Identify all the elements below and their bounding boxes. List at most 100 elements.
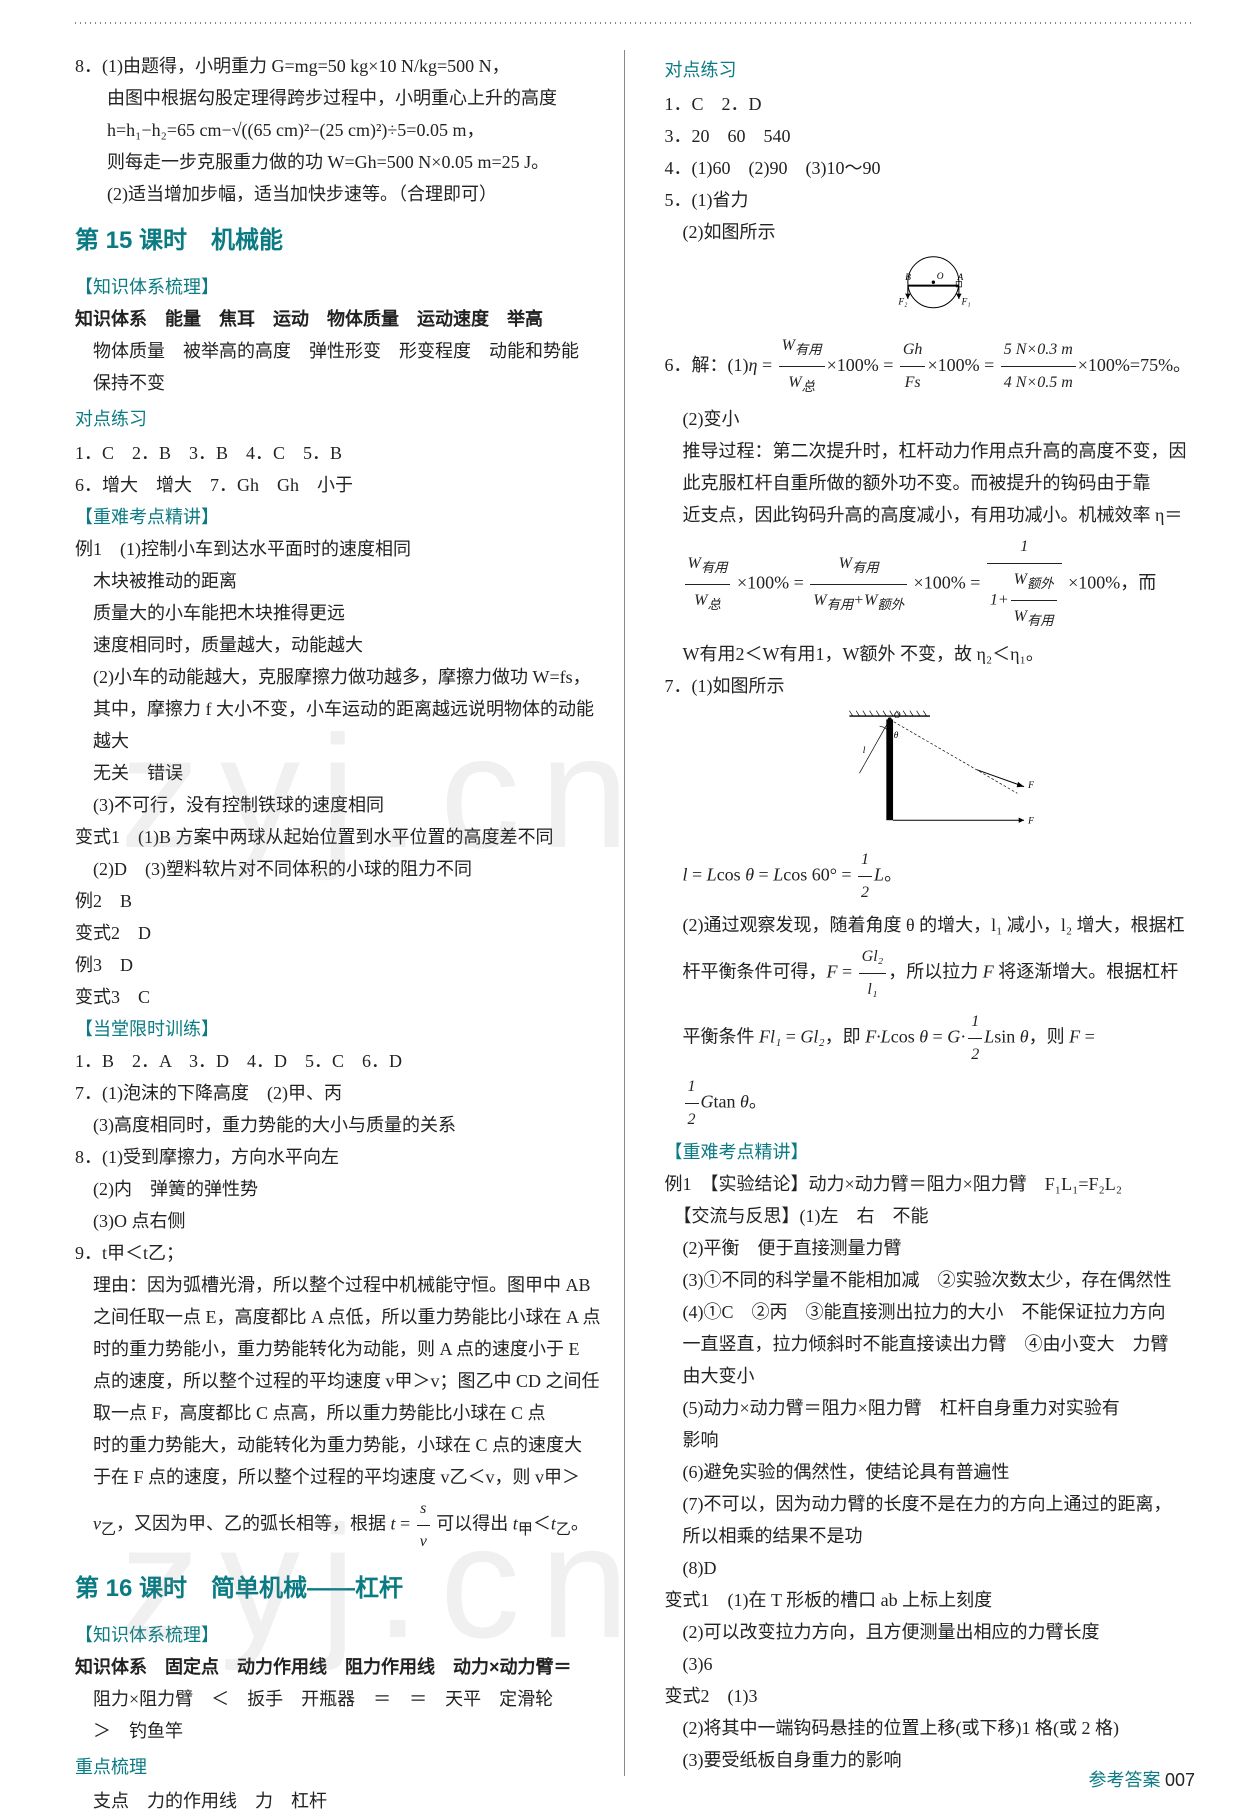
left-column: 8．(1)由题得，小明重力 G=mg=50 kg×10 N/kg=500 N， … <box>75 50 625 1776</box>
body-text: 影响 <box>665 1424 1196 1456</box>
body-text: 例2 B <box>75 885 606 917</box>
lever-diagram: O θ F l F <box>750 706 1110 840</box>
svg-text:F₂: F₂ <box>897 297 908 307</box>
body-text: 变式1 (1)B 方案中两球从起始位置到水平位置的高度差不同 <box>75 821 606 853</box>
top-dotted-rule <box>75 22 1195 24</box>
body-text: 物体质量 被举高的高度 弹性形变 形变程度 动能和势能 <box>75 335 606 367</box>
body-text: (7)不可以，因为动力臂的长度不是在力的方向上通过的距离， <box>665 1488 1196 1520</box>
body-text: 取一点 F，高度都比 C 点高，所以重力势能比小球在 C 点 <box>75 1397 606 1429</box>
section-heading: 【当堂限时训练】 <box>75 1013 606 1045</box>
body-text: (5)动力×动力臂＝阻力×阻力臂 杠杆自身重力对实验有 <box>665 1392 1196 1424</box>
body-text: 6．解：(1)η = W有用W总×100% = GhFs×100% = 5 N×… <box>665 330 1196 403</box>
section-heading: 【知识体系梳理】 <box>75 271 606 303</box>
body-text: 例3 D <box>75 949 606 981</box>
body-text: 近支点，因此钩码升高的高度减小，有用功减小。机械效率 η＝ <box>665 499 1196 531</box>
body-text: (2)变小 <box>665 403 1196 435</box>
body-text: 越大 <box>75 725 606 757</box>
body-text: W有用2＜W有用1，W额外 不变，故 η₂＜η₁。 <box>665 638 1196 670</box>
body-text: (3)O 点右侧 <box>75 1205 606 1237</box>
body-text: 平衡条件 Fl₁ = Gl₂，即 F·Lcos θ = G·12Lsin θ，则… <box>665 1006 1196 1071</box>
body-text: (6)避免实验的偶然性，使结论具有普遍性 <box>665 1456 1196 1488</box>
body-text: ＞ 钓鱼竿 <box>75 1715 606 1747</box>
body-text: 之间任取一点 E，高度都比 A 点低，所以重力势能比小球在 A 点 <box>75 1301 606 1333</box>
body-text: 杆平衡条件可得，F = Gl₂l₁，所以拉力 F 将逐渐增大。根据杠杆 <box>665 941 1196 1006</box>
lesson-heading: 第 16 课时 简单机械——杠杆 <box>75 1568 606 1603</box>
body-text: 点的速度，所以整个过程的平均速度 v甲＞v；图乙中 CD 之间任 <box>75 1365 606 1397</box>
body-text: (2)通过观察发现，随着角度 θ 的增大，l₁ 减小，l₂ 增大，根据杠 <box>665 909 1196 941</box>
body-text: (3)①不同的科学量不能相加减 ②实验次数太少，存在偶然性 <box>665 1264 1196 1296</box>
body-text: 此克服杠杆自重所做的额外功不变。而被提升的钩码由于靠 <box>665 467 1196 499</box>
body-text: (2)D (3)塑料软片对不同体积的小球的阻力不同 <box>75 853 606 885</box>
body-text: (3)不可行，没有控制铁球的速度相同 <box>75 789 606 821</box>
body-text: (4)①C ②丙 ③能直接测出拉力的大小 不能保证拉力方向 <box>665 1296 1196 1328</box>
body-text: 保持不变 <box>75 367 606 399</box>
body-text: (3)高度相同时，重力势能的大小与质量的关系 <box>75 1109 606 1141</box>
body-text: l = Lcos θ = Lcos 60° = 12L。 <box>665 844 1196 909</box>
body-text: 阻力×阻力臂 ＜ 扳手 开瓶器 ＝ ＝ 天平 定滑轮 <box>75 1683 606 1715</box>
body-text: 支点 力的作用线 力 杠杆 <box>75 1785 606 1817</box>
page-footer: 参考答案 007 <box>1088 1766 1195 1792</box>
answers: 5．(1)省力 <box>665 184 1196 216</box>
section-heading: 【重难考点精讲】 <box>665 1136 1196 1168</box>
body-text: (2)可以改变拉力方向，且方便测量出相应的力臂长度 <box>665 1616 1196 1648</box>
section-heading: 【重难考点精讲】 <box>75 501 606 533</box>
svg-text:O: O <box>893 711 900 721</box>
body-text: (2)小车的动能越大，克服摩擦力做功越多，摩擦力做功 W=fs， <box>75 661 606 693</box>
subsection-heading: 重点梳理 <box>75 1751 606 1783</box>
body-text: 则每走一步克服重力做的功 W=Gh=500 N×0.05 m=25 J。 <box>75 146 606 178</box>
subsection-heading: 对点练习 <box>665 54 1196 86</box>
body-text: (2)将其中一端钩码悬挂的位置上移(或下移)1 格(或 2 格) <box>665 1712 1196 1744</box>
answers: 3．20 60 540 <box>665 120 1196 152</box>
section-heading: 【知识体系梳理】 <box>75 1619 606 1651</box>
body-text: 【交流与反思】(1)左 右 不能 <box>665 1200 1196 1232</box>
body-text: 变式2 D <box>75 917 606 949</box>
answers: 6．增大 增大 7．Gh Gh 小于 <box>75 469 606 501</box>
pulley-diagram: O F₂ F₁ B A <box>855 252 1005 326</box>
body-text: 例1 【实验结论】动力×动力臂＝阻力×阻力臂 F₁L₁=F₂L₂ <box>665 1168 1196 1200</box>
body-text: (2)平衡 便于直接测量力臂 <box>665 1232 1196 1264</box>
body-text: 变式1 (1)在 T 形板的槽口 ab 上标上刻度 <box>665 1584 1196 1616</box>
answers: 4．(1)60 (2)90 (3)10～90 <box>665 152 1196 184</box>
svg-text:l: l <box>863 746 866 756</box>
svg-text:O: O <box>936 272 943 282</box>
body-text: 12Gtan θ。 <box>665 1071 1196 1136</box>
body-text: 变式2 (1)3 <box>665 1680 1196 1712</box>
right-column: 对点练习 1．C 2．D 3．20 60 540 4．(1)60 (2)90 (… <box>655 50 1196 1776</box>
body-text: 无关 错误 <box>75 757 606 789</box>
footer-label: 参考答案 <box>1088 1770 1160 1790</box>
lesson-heading: 第 15 课时 机械能 <box>75 220 606 255</box>
body-text: 时的重力势能大，动能转化为重力势能，小球在 C 点的速度大 <box>75 1429 606 1461</box>
svg-text:F: F <box>1027 816 1034 826</box>
body-text: 由图中根据勾股定理得跨步过程中，小明重心上升的高度 <box>75 82 606 114</box>
svg-text:F₁: F₁ <box>960 297 970 307</box>
body-text: 由大变小 <box>665 1360 1196 1392</box>
body-text: 一直竖直，拉力倾斜时不能直接读出力臂 ④由小变大 力臂 <box>665 1328 1196 1360</box>
body-text: W有用W总 ×100% = W有用W有用+W额外 ×100% = 11+W额外W… <box>665 531 1196 637</box>
body-text: 8．(1)受到摩擦力，方向水平向左 <box>75 1141 606 1173</box>
body-text: h=h₁−h₂=65 cm−√((65 cm)²−(25 cm)²)÷5=0.0… <box>75 114 606 146</box>
subsection-heading: 对点练习 <box>75 403 606 435</box>
answers: (2)如图所示 <box>665 216 1196 248</box>
body-text: 推导过程：第二次提升时，杠杆动力作用点升高的高度不变，因 <box>665 435 1196 467</box>
svg-text:θ: θ <box>893 731 898 741</box>
body-text: 变式3 C <box>75 981 606 1013</box>
answers: 1．C 2．D <box>665 88 1196 120</box>
svg-text:B: B <box>905 273 911 283</box>
body-text: (2)内 弹簧的弹性势 <box>75 1173 606 1205</box>
body-text: 质量大的小车能把木块推得更远 <box>75 597 606 629</box>
body-text: 理由：因为弧槽光滑，所以整个过程中机械能守恒。图甲中 AB <box>75 1269 606 1301</box>
body-text: 例1 (1)控制小车到达水平面时的速度相同 <box>75 533 606 565</box>
body-text: 知识体系 固定点 动力作用线 阻力作用线 动力×动力臂＝ <box>75 1651 606 1683</box>
body-text: 7．(1)如图所示 <box>665 670 1196 702</box>
body-text: (2)适当增加步幅，适当加快步速等。（合理即可） <box>75 178 606 210</box>
body-text: 于在 F 点的速度，所以整个过程的平均速度 v乙＜v，则 v甲＞ <box>75 1461 606 1493</box>
svg-text:F: F <box>1027 781 1034 791</box>
body-text: 木块被推动的距离 <box>75 565 606 597</box>
body-text: 9．t甲＜t乙； <box>75 1237 606 1269</box>
body-text: 8．(1)由题得，小明重力 G=mg=50 kg×10 N/kg=500 N， <box>75 50 606 82</box>
body-text: 其中，摩擦力 f 大小不变，小车运动的距离越远说明物体的动能 <box>75 693 606 725</box>
body-text: 速度相同时，质量越大，动能越大 <box>75 629 606 661</box>
answers: 1．C 2．B 3．B 4．C 5．B <box>75 437 606 469</box>
body-text: 7．(1)泡沫的下降高度 (2)甲、丙 <box>75 1077 606 1109</box>
body-text: 时的重力势能小，重力势能转化为动能，则 A 点的速度小于 E <box>75 1333 606 1365</box>
